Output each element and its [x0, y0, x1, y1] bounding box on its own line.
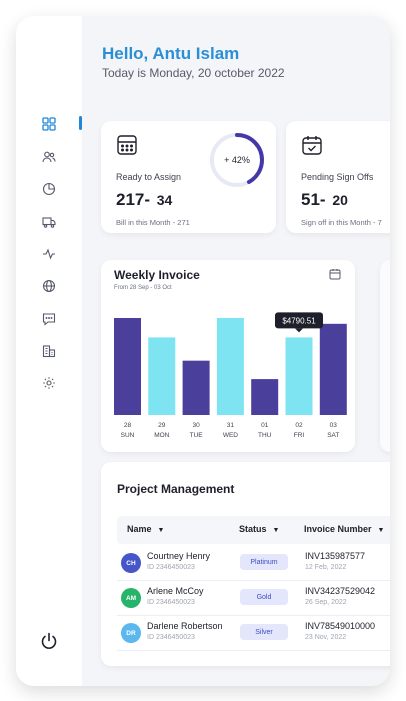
greeting: Hello, Antu Islam [102, 44, 240, 63]
column-header-name[interactable]: Name ▼ [127, 524, 164, 534]
row-divider [117, 650, 390, 651]
tick-label-weekday: WED [223, 432, 238, 439]
bar-tooltip: $4790.51 [275, 312, 323, 333]
table-row[interactable]: DR Darlene Robertson ID 2346450023 Silve… [117, 616, 390, 650]
pending-sign-offs-card[interactable]: Pending Sign Offs 51- 20 Sign off in thi… [286, 121, 390, 233]
tick-label-day: 29 [158, 422, 166, 429]
invoice-date: 26 Sep, 2022 [305, 599, 347, 606]
row-divider [117, 580, 390, 581]
bar-sun[interactable] [114, 318, 141, 415]
card-title: Pending Sign Offs [301, 172, 374, 182]
users-icon[interactable] [39, 147, 59, 167]
card-footer: Bill in this Month - 271 [116, 218, 190, 227]
secondary-panel [380, 260, 390, 452]
chart-title: Weekly Invoice [114, 268, 200, 282]
invoice-number: INV135987577 [305, 551, 366, 561]
card-value-sub: 34 [156, 192, 173, 208]
tick-label-weekday: SAT [327, 432, 339, 439]
power-icon[interactable] [38, 630, 60, 652]
bar-thu[interactable] [251, 379, 279, 415]
chevron-down-icon: ▼ [272, 527, 280, 534]
row-name: Courtney Henry [147, 551, 211, 561]
column-header-status[interactable]: Status ▼ [239, 524, 279, 534]
bar-tue[interactable] [182, 360, 210, 415]
tooltip-value: $4790.51 [282, 316, 316, 325]
card-value: 217- 34 [116, 190, 172, 210]
row-id: ID 2346450023 [147, 599, 195, 606]
chart-subtitle: From 28 Sep - 03 Oct [114, 285, 172, 291]
table-row[interactable]: CH Courtney Henry ID 2346450023 Platinum… [117, 546, 390, 580]
bar-chart: 28 SUN 29 MON 30 TUE 31 WED 01 THU 02 FRI 03 SAT $4790… [114, 312, 347, 439]
message-icon[interactable] [39, 309, 59, 329]
tick-label-weekday: FRI [294, 432, 305, 439]
tooltip-pointer [295, 328, 303, 333]
column-label: Status [239, 524, 267, 534]
globe-icon[interactable] [39, 276, 59, 296]
avatar: DR [121, 623, 141, 643]
bar-mon[interactable] [148, 337, 176, 415]
calculator-icon [117, 135, 137, 155]
building-icon[interactable] [39, 341, 59, 361]
bar-fri[interactable] [285, 337, 313, 415]
bar-sat[interactable] [319, 323, 347, 415]
status-badge: Silver [240, 624, 288, 640]
section-title: Project Management [117, 482, 235, 496]
row-name: Arlene McCoy [147, 586, 204, 596]
avatar: AM [121, 588, 141, 608]
calendar-icon[interactable] [329, 268, 341, 280]
tick-label-day: 30 [192, 422, 200, 429]
tick-label-weekday: TUE [190, 432, 204, 439]
status-badge: Gold [240, 589, 288, 605]
app-window: Hello, Antu Islam Today is Monday, 20 oc… [16, 16, 390, 686]
column-header-invoice[interactable]: Invoice Number ▼ [304, 524, 384, 534]
table-header: Name ▼ Status ▼ Invoice Number ▼ [117, 516, 390, 544]
truck-icon[interactable] [39, 212, 59, 232]
card-footer: Sign off in this Month - 7 [301, 218, 382, 227]
sidebar-active-indicator [79, 116, 82, 130]
tick-label-day: 01 [261, 422, 269, 429]
row-id: ID 2346450023 [147, 564, 195, 571]
invoice-number: INV34237529042 [305, 586, 376, 596]
invoice-number: INV78549010000 [305, 621, 376, 631]
card-value-sub: 20 [332, 192, 348, 208]
main-content: Hello, Antu Islam Today is Monday, 20 oc… [82, 16, 390, 686]
bar-wed[interactable] [216, 318, 244, 415]
progress-ring [210, 133, 264, 187]
sidebar [16, 16, 82, 686]
avatar: CH [121, 553, 141, 573]
progress-label: + 42% [224, 155, 250, 165]
activity-icon[interactable] [39, 244, 59, 264]
column-label: Name [127, 524, 152, 534]
card-title: Ready to Assign [116, 172, 182, 182]
invoice-date: 23 Nov, 2022 [305, 634, 347, 641]
tick-label-weekday: THU [258, 432, 272, 439]
card-value: 51- 20 [301, 190, 348, 210]
dashboard-grid-icon[interactable] [39, 114, 59, 134]
card-value-main: 51- [301, 190, 326, 209]
chevron-down-icon: ▼ [377, 527, 385, 534]
tick-label-weekday: SUN [121, 432, 135, 439]
card-value-main: 217- [116, 190, 151, 209]
tick-label-day: 28 [124, 422, 132, 429]
pie-chart-icon[interactable] [39, 179, 59, 199]
weekly-invoice-card: Weekly Invoice From 28 Sep - 03 Oct 28 SU… [101, 260, 355, 452]
tick-label-day: 31 [227, 422, 235, 429]
project-management-card: Project Management Name ▼ Status ▼ Invoice… [101, 462, 390, 666]
date-text: Today is Monday, 20 october 2022 [102, 66, 285, 80]
gear-icon[interactable] [39, 373, 59, 393]
column-label: Invoice Number [304, 524, 372, 534]
row-divider [117, 615, 390, 616]
tick-label-day: 03 [330, 422, 338, 429]
status-badge: Platinum [240, 554, 288, 570]
tick-label-weekday: MON [154, 432, 169, 439]
tick-label-day: 02 [295, 422, 303, 429]
invoice-date: 12 Feb, 2022 [305, 564, 347, 571]
calendar-check-icon [302, 136, 322, 155]
row-id: ID 2346450023 [147, 634, 195, 641]
chevron-down-icon: ▼ [157, 527, 165, 534]
row-name: Darlene Robertson [147, 621, 223, 631]
table-row[interactable]: AM Arlene McCoy ID 2346450023 Gold INV34… [117, 581, 390, 615]
ready-to-assign-card[interactable]: + 42% Ready to Assign 217- 34 Bill in th… [101, 121, 276, 233]
tooltip-background [275, 312, 323, 329]
